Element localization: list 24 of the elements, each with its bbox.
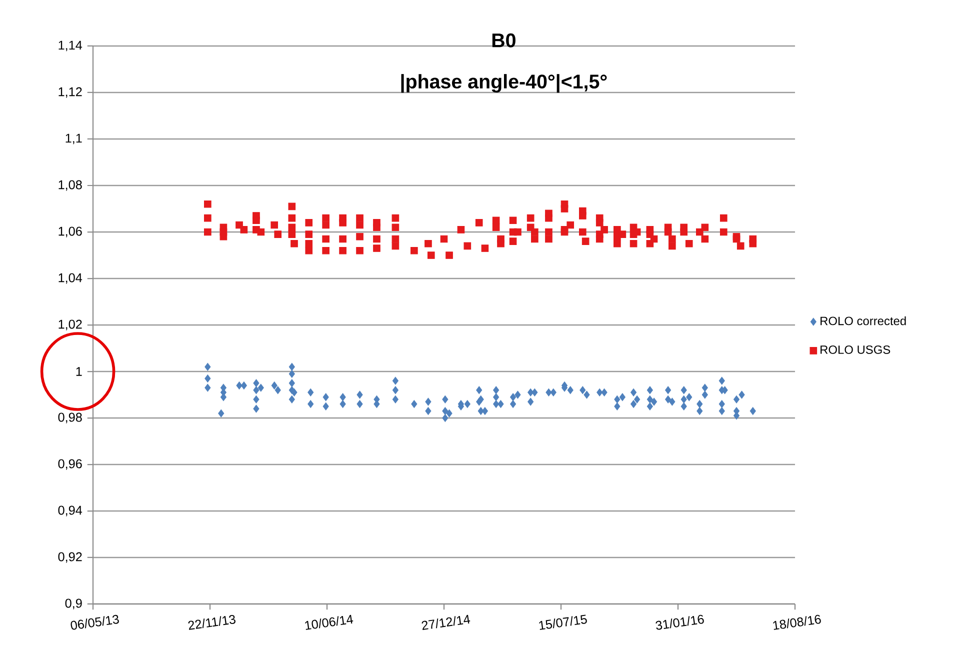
y-tick-label: 1 bbox=[76, 367, 82, 376]
y-tick-label: 1,1 bbox=[66, 134, 82, 144]
y-tick-label: 0,94 bbox=[58, 506, 82, 516]
x-tick-label: 10/06/14 bbox=[305, 614, 354, 630]
legend-label: ROLO USGS bbox=[820, 345, 890, 354]
y-tick-label: 1,02 bbox=[58, 320, 82, 330]
x-tick-label: 06/05/13 bbox=[70, 614, 119, 630]
y-tick-label: 0,9 bbox=[65, 598, 82, 610]
y-tick-label: 0,96 bbox=[58, 459, 82, 470]
y-tick-label: 1,12 bbox=[58, 87, 82, 98]
legend-label: ROLO corrected bbox=[820, 316, 906, 326]
chart-title: B0 bbox=[492, 33, 516, 48]
y-tick-label: 0,92 bbox=[58, 552, 82, 563]
y-tick-label: 1,08 bbox=[58, 180, 82, 191]
y-tick-label: 1,06 bbox=[58, 226, 82, 238]
y-tick-label: 0,98 bbox=[58, 412, 82, 424]
y-tick-label: 1,04 bbox=[58, 273, 82, 284]
x-tick-label: 22/11/13 bbox=[188, 614, 236, 630]
x-tick-label: 15/07/15 bbox=[539, 614, 587, 630]
y-tick-label: 1,14 bbox=[58, 40, 82, 52]
x-tick-label: 27/12/14 bbox=[422, 614, 470, 630]
text: |phase angle-40°|<1,5° bbox=[401, 74, 607, 93]
x-tick-label: 18/08/16 bbox=[773, 614, 821, 630]
x-tick-label: 31/01/16 bbox=[656, 614, 704, 630]
